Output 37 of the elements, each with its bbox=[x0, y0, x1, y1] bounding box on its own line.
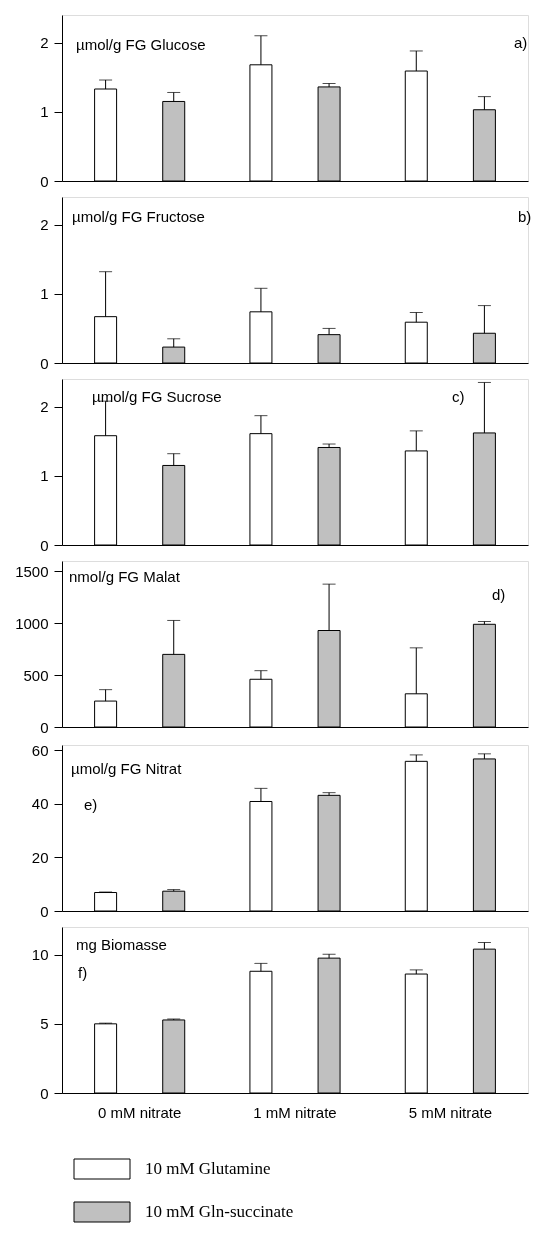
y-tick-label: 0 bbox=[40, 1084, 49, 1102]
y-tick-label: 1500 bbox=[15, 562, 49, 580]
annotation: c) bbox=[452, 388, 465, 405]
y-tick-label: 1 bbox=[40, 103, 49, 121]
text: µmol/g FG Nitrat bbox=[71, 760, 183, 777]
y-tick-label: 1 bbox=[40, 467, 49, 485]
legend-label: 10 mM Gln-succinate bbox=[145, 1202, 294, 1221]
y-tick-label: 0 bbox=[40, 536, 49, 554]
annotation: b) bbox=[518, 208, 532, 225]
y-tick-label: 1000 bbox=[15, 614, 49, 632]
y-tick-label: 0 bbox=[40, 902, 49, 920]
text: mg Biomasse bbox=[76, 936, 167, 953]
x-tick-label: 5 mM nitrate bbox=[408, 1103, 493, 1121]
annotation: d) bbox=[492, 586, 506, 603]
y-tick-label: 60 bbox=[31, 741, 49, 759]
text: µmol/g FG Glucose bbox=[76, 36, 206, 53]
y-tick-label: 2 bbox=[40, 398, 49, 416]
text: nmol/g FG Malat bbox=[69, 568, 181, 585]
y-tick-label: 5 bbox=[40, 1015, 49, 1033]
y-tick-label: 20 bbox=[31, 848, 49, 866]
y-tick-label: 2 bbox=[40, 216, 49, 234]
y-tick-label: 0 bbox=[40, 172, 49, 190]
y-tick-label: 2 bbox=[40, 34, 49, 52]
legend-label: 10 mM Glutamine bbox=[145, 1159, 271, 1178]
text: µmol/g FG Sucrose bbox=[92, 388, 222, 405]
y-tick-label: 0 bbox=[40, 718, 49, 736]
annotation: f) bbox=[78, 964, 88, 981]
y-tick-label: 1 bbox=[40, 285, 49, 303]
x-tick-label: 0 mM nitrate bbox=[97, 1103, 182, 1121]
y-tick-label: 500 bbox=[23, 666, 49, 684]
annotation: e) bbox=[84, 796, 98, 813]
annotation: a) bbox=[514, 34, 528, 51]
text: µmol/g FG Fructose bbox=[72, 208, 205, 225]
y-tick-label: 10 bbox=[31, 946, 49, 964]
y-tick-label: 40 bbox=[31, 795, 49, 813]
y-tick-label: 0 bbox=[40, 354, 49, 372]
x-tick-label: 1 mM nitrate bbox=[253, 1103, 337, 1121]
